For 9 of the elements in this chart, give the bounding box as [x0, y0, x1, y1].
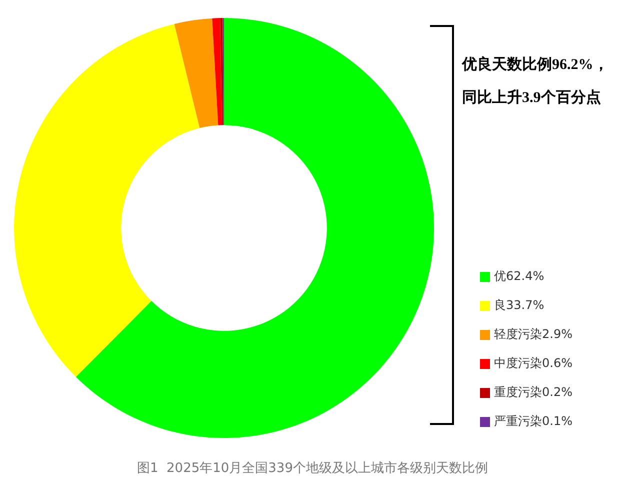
- legend-label: 严重污染0.1%: [494, 413, 572, 430]
- legend-label: 重度污染0.2%: [494, 384, 572, 401]
- text: 图1 2025年10月全国339个地级及以上城市各级别天数比例: [136, 460, 489, 477]
- legend-label: 中度污染0.6%: [494, 355, 572, 372]
- text: 优良天数比例96.2%，: [462, 55, 608, 74]
- text: 同比上升3.9个百分点: [462, 88, 601, 107]
- legend-label: 优62.4%: [494, 268, 544, 285]
- legend-label: 轻度污染2.9%: [494, 326, 572, 343]
- legend-label: 良33.7%: [494, 297, 544, 314]
